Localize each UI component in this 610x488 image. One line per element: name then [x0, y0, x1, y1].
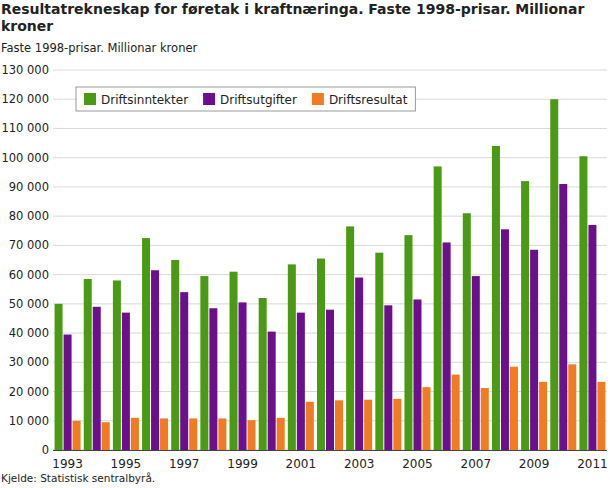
- bar: [375, 253, 383, 450]
- bar: [443, 242, 451, 450]
- legend-label: Driftsresultat: [329, 93, 408, 107]
- legend-swatch: [312, 93, 324, 105]
- bar: [317, 259, 325, 450]
- bar: [84, 279, 92, 450]
- bars: [55, 99, 606, 450]
- bar: [355, 278, 363, 450]
- bar: [248, 420, 256, 450]
- bar: [55, 304, 63, 450]
- bar: [230, 272, 238, 450]
- y-tick-label: 60 000: [9, 268, 49, 282]
- x-tick-label: 2003: [344, 457, 375, 471]
- subtitle: Faste 1998-prisar. Millionar kroner: [1, 41, 197, 55]
- bar: [93, 307, 101, 450]
- bar: [521, 181, 529, 450]
- chart: Resultatrekneskap for føretak i kraftnær…: [0, 0, 610, 488]
- bar: [73, 421, 81, 450]
- bar: [492, 146, 500, 450]
- x-tick-label: 1993: [52, 457, 83, 471]
- bar: [142, 238, 150, 450]
- bar: [268, 332, 276, 450]
- bar: [218, 418, 226, 450]
- bar: [481, 388, 489, 450]
- legend-box: [76, 87, 415, 111]
- bar: [189, 418, 197, 450]
- bar: [200, 276, 208, 450]
- bar: [171, 260, 179, 450]
- bar: [180, 292, 188, 450]
- bar: [335, 400, 343, 450]
- x-tick-label: 1999: [227, 457, 258, 471]
- bar: [530, 250, 538, 450]
- bar: [597, 382, 605, 450]
- bar: [510, 367, 518, 450]
- bar: [326, 310, 334, 450]
- y-tick-label: 70 000: [9, 238, 49, 252]
- bar: [404, 235, 412, 450]
- bar: [384, 305, 392, 450]
- bar: [239, 302, 247, 450]
- legend-swatch: [203, 93, 215, 105]
- bar: [113, 280, 121, 450]
- grid-line: [53, 157, 607, 158]
- y-tick-label: 40 000: [9, 326, 49, 340]
- bar: [160, 418, 168, 450]
- x-tick-label: 2007: [461, 457, 492, 471]
- grid-line: [53, 70, 607, 71]
- bar: [579, 156, 587, 450]
- y-tick-label: 120 000: [1, 92, 49, 106]
- bar: [364, 400, 372, 450]
- bar: [393, 399, 401, 450]
- y-tick-label: 130 000: [1, 63, 49, 77]
- x-tick-label: 1997: [169, 457, 200, 471]
- legend: Driftsinntekter Driftsutgifter Driftsresul…: [76, 87, 415, 111]
- x-tick-label: 2005: [402, 457, 433, 471]
- y-tick-label: 50 000: [9, 297, 49, 311]
- bar: [64, 335, 72, 450]
- bar: [568, 364, 576, 450]
- bar: [550, 99, 558, 450]
- bar: [259, 298, 267, 450]
- bar: [209, 308, 217, 450]
- grid-line: [53, 128, 607, 129]
- bar: [463, 213, 471, 450]
- y-tick-label: 80 000: [9, 209, 49, 223]
- bar: [413, 299, 421, 450]
- bar: [297, 313, 305, 450]
- y-tick-label: 100 000: [1, 151, 49, 165]
- bar: [131, 418, 139, 450]
- x-axis: [53, 450, 607, 451]
- bar: [588, 225, 596, 450]
- bar: [122, 313, 130, 450]
- bar: [277, 418, 285, 450]
- bar: [452, 375, 460, 450]
- legend-label: Driftsinntekter: [101, 93, 188, 107]
- bar: [151, 270, 159, 450]
- bar: [102, 422, 110, 450]
- source: Kjelde: Statistisk sentralbyrå.: [1, 472, 155, 484]
- title: Resultatrekneskap for føretak i kraftnær…: [1, 1, 584, 34]
- y-tick-label: 30 000: [9, 355, 49, 369]
- y-tick-label: 20 000: [9, 385, 49, 399]
- bar: [434, 166, 442, 450]
- legend-label: Driftsutgifter: [220, 93, 297, 107]
- y-tick-label: 90 000: [9, 180, 49, 194]
- bar: [472, 276, 480, 450]
- bar: [346, 226, 354, 450]
- x-tick-label: 2011: [577, 457, 608, 471]
- x-tick-label: 2009: [519, 457, 550, 471]
- x-tick-label: 1995: [111, 457, 142, 471]
- bar: [501, 229, 509, 450]
- y-tick-label: 10 000: [9, 414, 49, 428]
- bar: [306, 402, 314, 450]
- legend-swatch: [84, 93, 96, 105]
- bar: [539, 382, 547, 450]
- x-tick-label: 2001: [286, 457, 317, 471]
- y-tick-label: 0: [42, 443, 49, 457]
- bar: [559, 184, 567, 450]
- bar: [422, 387, 430, 450]
- bar: [288, 264, 296, 450]
- y-tick-label: 110 000: [1, 121, 49, 135]
